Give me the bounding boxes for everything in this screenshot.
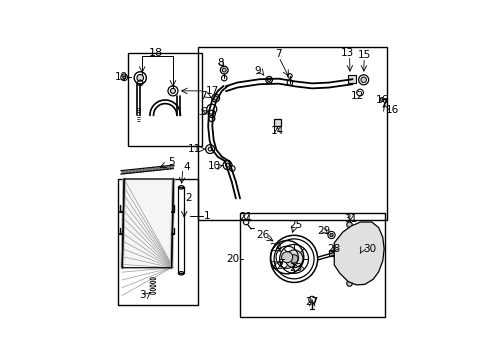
Text: 17: 17: [206, 86, 220, 96]
Circle shape: [123, 76, 125, 79]
Circle shape: [330, 233, 333, 237]
Circle shape: [347, 281, 352, 286]
Text: 8: 8: [218, 58, 224, 68]
Text: 15: 15: [358, 50, 371, 60]
Circle shape: [282, 252, 293, 263]
Text: 12: 12: [351, 91, 364, 102]
Circle shape: [290, 255, 298, 263]
Bar: [347, 75, 356, 83]
Text: 14: 14: [271, 126, 284, 136]
Circle shape: [380, 98, 384, 102]
Text: 9: 9: [254, 66, 261, 76]
Text: 23: 23: [289, 263, 302, 273]
Text: 31: 31: [344, 214, 357, 224]
Text: 2: 2: [185, 193, 192, 203]
Text: 13: 13: [341, 49, 354, 58]
Text: 26: 26: [256, 230, 270, 240]
Text: 10: 10: [207, 161, 220, 171]
Text: 1: 1: [204, 211, 211, 221]
Text: 18: 18: [148, 49, 163, 58]
Circle shape: [171, 89, 175, 93]
Polygon shape: [122, 179, 173, 268]
Text: 4: 4: [183, 162, 190, 172]
Text: 20: 20: [226, 254, 239, 264]
Bar: [274, 118, 281, 126]
Circle shape: [285, 250, 303, 268]
Circle shape: [222, 68, 226, 72]
Circle shape: [208, 147, 212, 151]
Bar: [198, 47, 387, 220]
Text: 7: 7: [200, 91, 207, 101]
Text: 6: 6: [200, 108, 207, 117]
Bar: [352, 248, 360, 259]
Polygon shape: [334, 222, 384, 285]
Bar: [118, 179, 198, 305]
Text: 16: 16: [375, 95, 389, 105]
Text: 22: 22: [270, 261, 284, 271]
Circle shape: [225, 163, 229, 167]
Text: 19: 19: [115, 72, 128, 82]
Text: 21: 21: [240, 212, 253, 222]
Text: 29: 29: [318, 226, 331, 236]
Text: 16: 16: [386, 105, 399, 115]
Bar: [329, 250, 335, 256]
Bar: [128, 53, 202, 146]
Text: 24: 24: [269, 243, 282, 253]
Text: 27: 27: [305, 297, 318, 307]
Text: 5: 5: [168, 157, 174, 167]
Text: 11: 11: [188, 144, 201, 154]
Circle shape: [214, 96, 218, 100]
Text: 3: 3: [139, 290, 146, 300]
Bar: [240, 212, 385, 316]
Circle shape: [137, 75, 144, 81]
Text: 30: 30: [363, 244, 376, 254]
Circle shape: [268, 78, 271, 81]
Text: 28: 28: [328, 244, 341, 255]
Text: 25: 25: [289, 220, 302, 230]
Circle shape: [361, 77, 367, 82]
Text: 7: 7: [275, 49, 282, 59]
Circle shape: [347, 222, 352, 228]
